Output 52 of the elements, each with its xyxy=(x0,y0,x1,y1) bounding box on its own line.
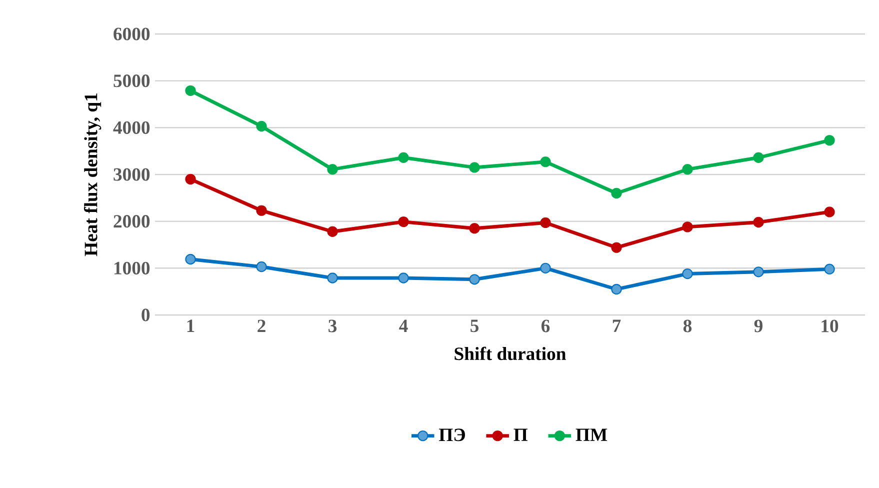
point xyxy=(327,226,338,237)
y-axis-title: Heat flux density, q1 xyxy=(84,94,102,256)
point xyxy=(469,223,480,234)
legend-label: ПМ xyxy=(576,428,608,441)
point xyxy=(753,152,764,163)
y-tick-label: 0 xyxy=(142,308,150,322)
point xyxy=(398,152,409,163)
y-tick-label: 5000 xyxy=(114,74,150,88)
y-tick-label: 6000 xyxy=(114,28,150,40)
point xyxy=(753,216,764,228)
point xyxy=(753,266,764,278)
point xyxy=(611,188,622,199)
x-tick-label: 1 xyxy=(187,320,194,332)
point xyxy=(256,205,267,216)
point xyxy=(611,284,622,295)
point xyxy=(185,254,196,265)
point xyxy=(398,272,409,284)
legend-label: П xyxy=(514,428,528,441)
x-tick-label: 2 xyxy=(258,320,266,332)
point xyxy=(327,272,338,284)
point xyxy=(682,222,693,232)
point xyxy=(824,134,835,146)
y-tick-label: 2000 xyxy=(114,215,150,228)
point xyxy=(469,274,480,285)
point xyxy=(682,268,693,280)
legend-label: ПЭ xyxy=(438,428,465,442)
point xyxy=(185,174,196,185)
x-tick-label: 4 xyxy=(399,320,408,332)
y-tick-label: 3000 xyxy=(114,168,150,181)
point xyxy=(540,262,551,274)
y-tick-label: 4000 xyxy=(113,121,150,134)
point xyxy=(398,216,409,228)
point xyxy=(256,120,267,132)
x-tick-label: 10 xyxy=(822,320,838,332)
point xyxy=(540,156,551,168)
point xyxy=(327,164,338,175)
x-tick-label: 9 xyxy=(754,320,762,332)
point xyxy=(682,164,693,175)
x-tick-label: 8 xyxy=(683,320,692,332)
point xyxy=(540,217,551,228)
point xyxy=(185,85,196,96)
point xyxy=(469,162,480,173)
x-tick-label: 6 xyxy=(541,320,550,332)
x-tick-label: 7 xyxy=(612,320,621,332)
x-axis-title: Shift duration xyxy=(454,346,566,360)
point xyxy=(256,261,267,272)
point xyxy=(824,264,835,274)
x-tick-label: 5 xyxy=(470,320,478,332)
x-tick-label: 3 xyxy=(328,320,337,332)
point xyxy=(824,206,835,218)
point xyxy=(611,242,622,253)
y-tick-label: 1000 xyxy=(114,262,150,274)
